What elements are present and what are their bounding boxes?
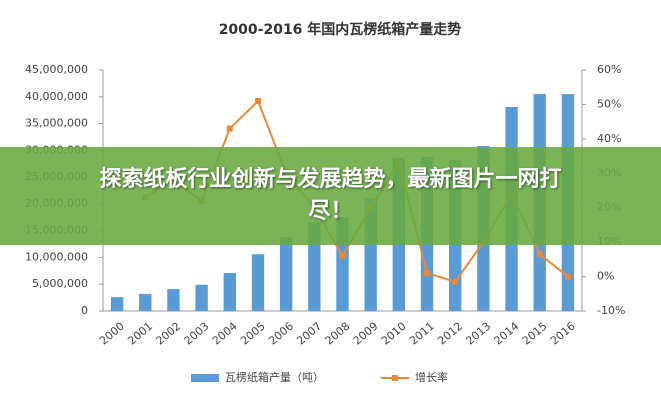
y-tick-label: 10,000,000 (25, 250, 88, 263)
bar (110, 297, 124, 311)
x-tick-label: 2010 (379, 320, 409, 348)
x-tick-label: 2006 (266, 320, 296, 348)
line-marker (424, 270, 431, 277)
bar (139, 293, 152, 311)
y2-tick-label: -10% (597, 304, 625, 317)
banner: 探索纸板行业创新与发展趋势，最新图片一网打尽！ (0, 147, 661, 245)
x-tick-label: 2004 (210, 320, 240, 348)
y-tick-label: 0 (81, 304, 88, 317)
line-marker (226, 125, 233, 132)
y2-tick-label: 60% (597, 63, 621, 76)
legend-label: 瓦楞纸箱产量（吨） (225, 370, 324, 384)
x-tick-label: 2003 (182, 320, 212, 348)
line-marker (339, 252, 346, 259)
line-marker (254, 97, 261, 104)
x-tick-label: 2007 (294, 320, 324, 348)
y-tick-label: 40,000,000 (25, 90, 88, 103)
legend-swatch (191, 374, 219, 382)
line-marker (564, 273, 571, 280)
y2-tick-label: 40% (597, 132, 621, 145)
line-marker (536, 251, 543, 258)
bar (223, 272, 236, 311)
x-tick-label: 2011 (407, 320, 437, 348)
legend-swatch (392, 375, 398, 381)
bar (279, 237, 293, 311)
legend-label: 增长率 (415, 370, 448, 384)
x-tick-label: 2013 (463, 320, 493, 348)
x-tick-label: 2015 (520, 320, 550, 348)
x-tick-label: 2000 (97, 320, 127, 348)
y-tick-label: 5,000,000 (32, 277, 88, 290)
y-tick-label: 35,000,000 (25, 117, 88, 130)
x-tick-label: 2001 (125, 320, 155, 348)
y-tick-label: 45,000,000 (25, 63, 88, 76)
line-marker (452, 278, 459, 285)
x-tick-label: 2005 (238, 320, 268, 348)
chart-title: 2000-2016 年国内瓦楞纸箱产量走势 (219, 21, 462, 38)
bar (251, 254, 265, 311)
x-tick-label: 2009 (351, 320, 381, 348)
x-tick-label: 2002 (153, 320, 183, 348)
y2-tick-label: 50% (597, 97, 621, 110)
x-tick-label: 2016 (548, 320, 578, 348)
banner-text: 探索纸板行业创新与发展趋势，最新图片一网打尽！ (99, 167, 562, 224)
x-tick-label: 2014 (492, 320, 522, 348)
x-tick-label: 2012 (435, 320, 465, 348)
bar (167, 289, 180, 311)
x-tick-label: 2008 (323, 320, 353, 348)
y2-tick-label: 0% (597, 270, 614, 283)
bar (195, 284, 208, 311)
